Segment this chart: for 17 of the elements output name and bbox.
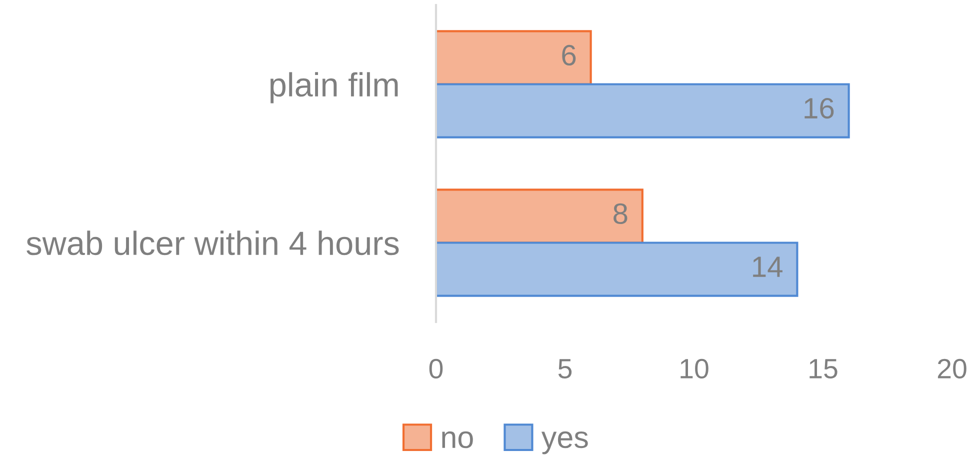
x-tick-label: 0: [429, 358, 443, 379]
x-tick-label: 10: [680, 358, 708, 379]
legend-label: no: [442, 431, 473, 448]
y-tick-label: plain film: [270, 72, 398, 104]
bar: [436, 83, 850, 138]
x-tick-label: 15: [810, 359, 838, 379]
x-tick-label: 20: [938, 358, 966, 379]
y-tick-label: swab ulcer within 4 hours: [26, 230, 399, 256]
legend-label: yes: [541, 431, 588, 454]
data-label: 14: [753, 256, 782, 277]
bar: [436, 30, 592, 86]
data-label: 16: [804, 98, 834, 119]
data-label: 6: [562, 44, 576, 66]
bar: [436, 242, 798, 297]
bar: [436, 188, 644, 244]
data-label: 8: [614, 203, 628, 224]
x-tick-label: 5: [558, 359, 572, 379]
